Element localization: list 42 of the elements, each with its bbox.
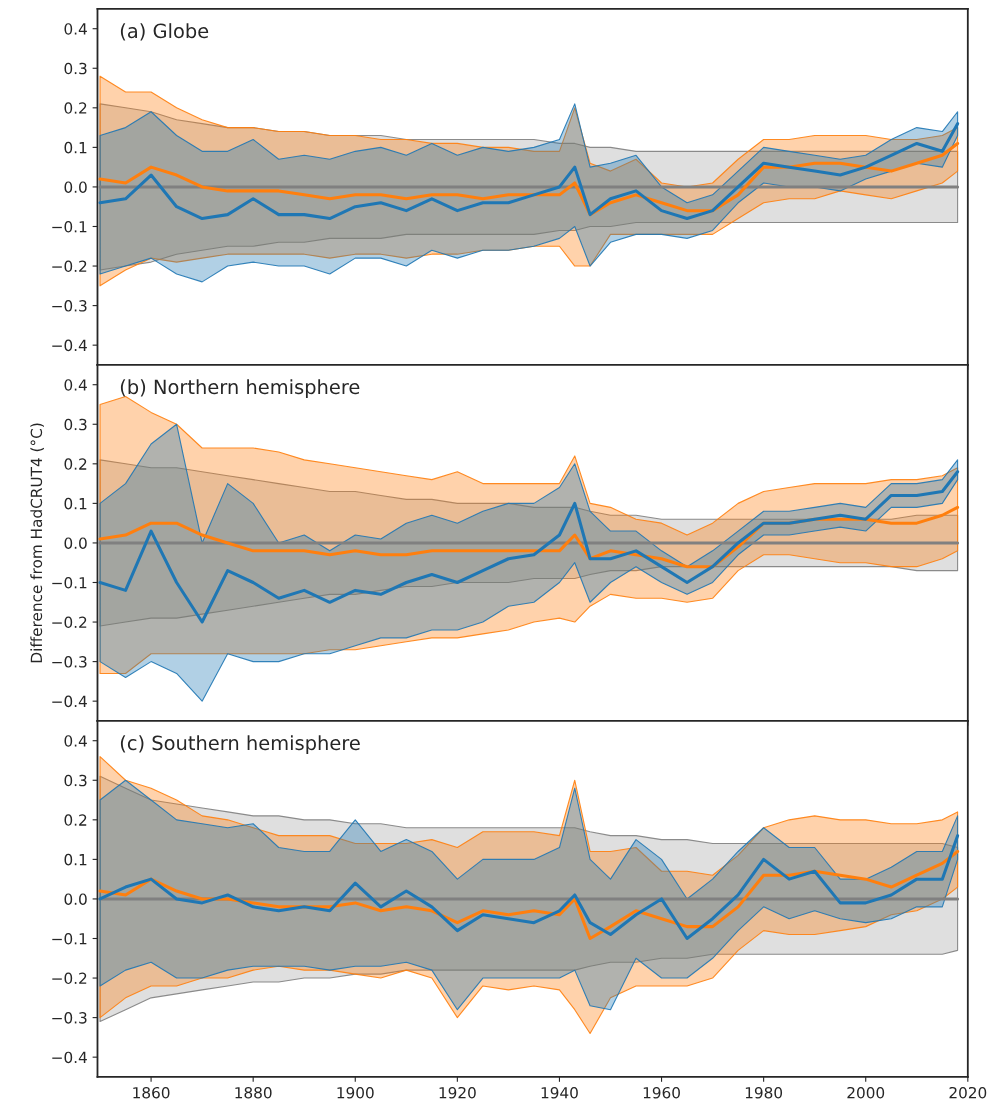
y-tick-label: 0.1 <box>64 853 87 866</box>
y-axis-title: Difference from HadCRUT4 (°C) <box>30 423 44 663</box>
y-tick-label: 0.3 <box>64 62 87 75</box>
x-tick-label: 1940 <box>541 1086 578 1099</box>
y-tick-label: −0.1 <box>52 220 87 233</box>
y-tick-label: −0.3 <box>52 300 87 312</box>
x-tick-label: 2000 <box>847 1086 885 1099</box>
x-tick-label: 1880 <box>235 1086 272 1099</box>
line-series <box>98 122 960 221</box>
x-tick-label: 1960 <box>643 1086 680 1099</box>
text: (b) Northern hemisphere <box>120 379 360 398</box>
y-tick-label: 0.3 <box>64 418 87 431</box>
y-tick-label: 0.4 <box>64 735 87 747</box>
x-tick-label: 1980 <box>745 1086 783 1099</box>
y-tick-label: 0.4 <box>64 23 87 35</box>
y-tick-label: 0.4 <box>64 379 87 391</box>
y-tick-label: −0.4 <box>52 1051 87 1064</box>
y-tick-label: 0.0 <box>64 893 87 905</box>
x-tick-label: 1900 <box>337 1086 374 1099</box>
y-tick-label: 0.2 <box>64 458 87 470</box>
y-tick-label: 0.2 <box>64 814 87 826</box>
line-series <box>98 141 960 217</box>
y-tick-label: 0.1 <box>64 497 87 510</box>
y-tick-label: 0.0 <box>64 537 87 549</box>
y-tick-label: −0.2 <box>52 972 87 985</box>
y-tick-label: −0.4 <box>52 339 87 352</box>
y-tick-label: 0.0 <box>64 181 87 193</box>
y-tick-label: −0.2 <box>52 616 87 629</box>
y-tick-label: −0.1 <box>52 932 87 945</box>
y-tick-label: −0.2 <box>52 260 87 273</box>
y-tick-label: −0.4 <box>52 695 87 708</box>
y-tick-label: 0.2 <box>64 102 87 114</box>
y-tick-label: −0.3 <box>52 1012 87 1024</box>
text: (a) Globe <box>120 23 209 41</box>
y-tick-label: −0.1 <box>52 576 87 589</box>
x-tick-label: 1920 <box>439 1086 476 1099</box>
y-tick-label: −0.3 <box>52 656 87 668</box>
y-tick-label: 0.3 <box>64 774 87 787</box>
x-tick-label: 1860 <box>133 1086 170 1099</box>
y-tick-label: 0.1 <box>64 141 87 154</box>
text: (c) Southern hemisphere <box>120 735 360 754</box>
x-tick-label: 2020 <box>949 1086 987 1099</box>
